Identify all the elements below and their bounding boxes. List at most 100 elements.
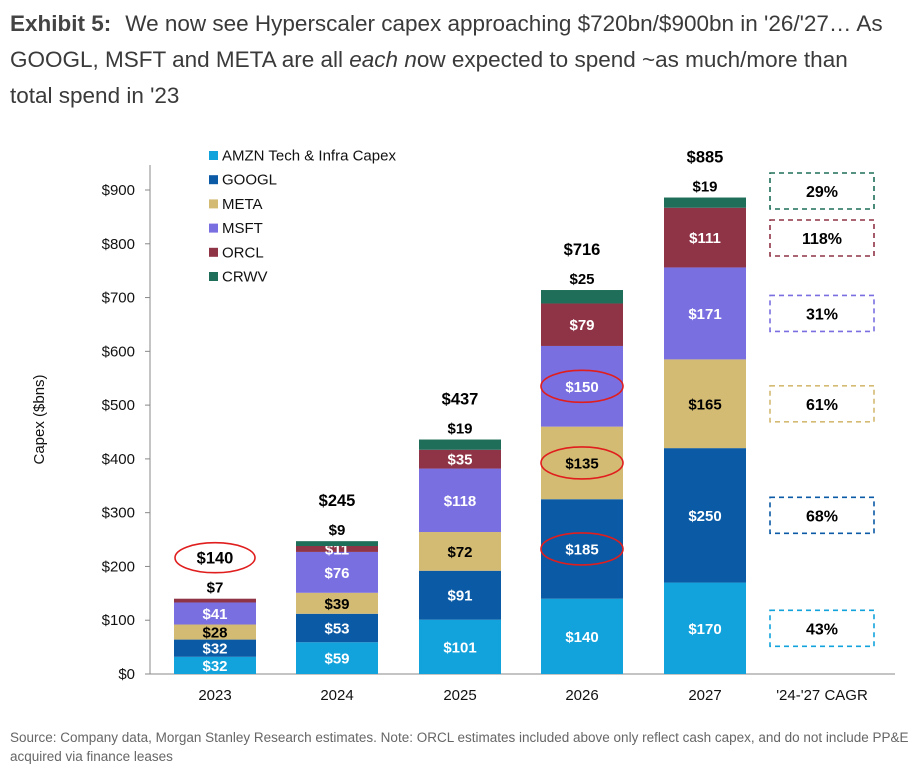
bar-segment-amzn [541,598,623,674]
bar-segment-label: $76 [324,565,349,582]
title-text-part-1: We now see Hyperscaler capex approaching… [10,11,883,72]
x-tick-label-cagr: '24-'27 CAGR [776,687,868,704]
bar-segment-label: $59 [324,651,349,668]
y-tick-label: $100 [102,612,135,629]
cagr-label: 61% [806,397,838,414]
y-tick-label: $900 [102,182,135,199]
bar-segment-msft [419,468,501,533]
cagr-label: 43% [806,621,838,638]
x-tick-label: 2023 [198,687,231,704]
bar-segment-label: $250 [688,508,721,525]
top-segment-label: $25 [569,271,594,288]
cagr-label: 68% [806,508,838,525]
bar-segment-crwv [419,439,501,450]
bar-segment-label: $53 [324,621,349,638]
legend-swatch [209,223,218,233]
legend-label: ORCL [222,244,264,261]
cagr-box-googl [769,496,875,535]
x-tick-label: 2026 [565,687,598,704]
bar-segment-label: $79 [569,317,594,334]
x-tick-label: 2025 [443,687,476,704]
bar-segment-googl [296,613,378,643]
top-segment-label: $19 [447,421,472,438]
y-tick-label: $200 [102,558,135,575]
y-axis-label: Capex ($bns) [31,374,48,464]
legend-label: GOOGL [222,172,277,189]
bar-total-label: $437 [442,391,479,409]
cagr-box-msft [769,294,875,333]
cagr-label: 29% [806,184,838,201]
bar-segment-label: $118 [444,493,477,510]
bar-segment-msft [174,602,256,625]
y-tick-label: $700 [102,290,135,307]
bar-segment-label: $41 [202,606,227,623]
bar-segment-label: $32 [202,641,227,658]
bar-segment-orcl [419,449,501,469]
bar-segment-meta [664,359,746,449]
legend-swatch [209,175,218,185]
bar-segment-label: $170 [688,621,721,638]
bar-segment-label: $91 [447,588,472,605]
cagr-box-meta [769,384,875,423]
bar-segment-msft [296,551,378,593]
highlight-ellipse-2026-meta [540,446,624,480]
bar-segment-meta [419,532,501,571]
bar-segment-googl [541,499,623,599]
bar-segment-meta [174,624,256,640]
bar-segment-label: $150 [565,379,598,396]
bar-segment-amzn [664,582,746,674]
bar-segment-googl [664,448,746,583]
y-tick-label: $0 [118,666,135,683]
bar-segment-label: $39 [324,596,349,613]
cagr-box-crwv [769,172,875,210]
legend-swatch [209,247,218,257]
bar-segment-crwv [296,541,378,547]
y-tick-label: $300 [102,505,135,522]
bar-segment-label: $72 [447,544,472,561]
top-segment-label: $7 [207,580,224,597]
bar-segment-googl [419,570,501,620]
bar-segment-orcl [541,303,623,346]
highlight-ellipse-2026-msft [540,369,624,404]
bar-total-label: $245 [319,492,356,510]
legend-swatch [209,151,218,160]
legend-label: AMZN Tech & Infra Capex [222,148,396,165]
top-segment-label: $19 [692,179,717,196]
cagr-box-amzn [769,609,875,648]
exhibit-label: Exhibit 5: [10,11,112,36]
bar-total-label: $140 [197,550,234,568]
title-text-italic: each n [349,47,417,72]
bar-segment-orcl [664,207,746,268]
bar-segment-orcl [174,598,256,603]
bar-segment-meta [541,426,623,500]
bar-segment-label: $135 [565,455,598,472]
bar-segment-label: $165 [688,396,721,413]
bar-segment-msft [664,267,746,360]
y-tick-label: $500 [102,397,135,414]
bar-segment-label: $28 [202,625,227,642]
bar-segment-label: $35 [447,452,472,469]
legend-swatch [209,199,218,209]
source-note: Source: Company data, Morgan Stanley Res… [10,730,909,764]
highlight-ellipse-2026-googl [540,532,624,566]
legend-label: META [222,196,263,213]
bar-total-label: $885 [687,149,724,167]
bar-segment-amzn [174,656,256,674]
y-tick-label: $400 [102,451,135,468]
bar-total-label: $716 [564,241,601,259]
x-tick-label: 2024 [320,687,353,704]
cagr-box-orcl [769,219,875,257]
cagr-label: 31% [806,306,838,323]
bar-segment-msft [541,345,623,427]
bar-segment-label: $140 [565,629,598,646]
legend-swatch [209,272,218,281]
y-tick-label: $800 [102,236,135,253]
bar-segment-label: $185 [565,541,598,558]
legend-label: MSFT [222,220,263,237]
y-tick-label: $600 [102,343,135,360]
bar-segment-googl [174,639,256,657]
highlight-ellipse-2023-total [174,541,256,574]
title-text-part-2: ow expected to spend ~as much/more than … [10,47,848,108]
chart-title: Exhibit 5: We now see Hyperscaler capex a… [10,6,890,114]
